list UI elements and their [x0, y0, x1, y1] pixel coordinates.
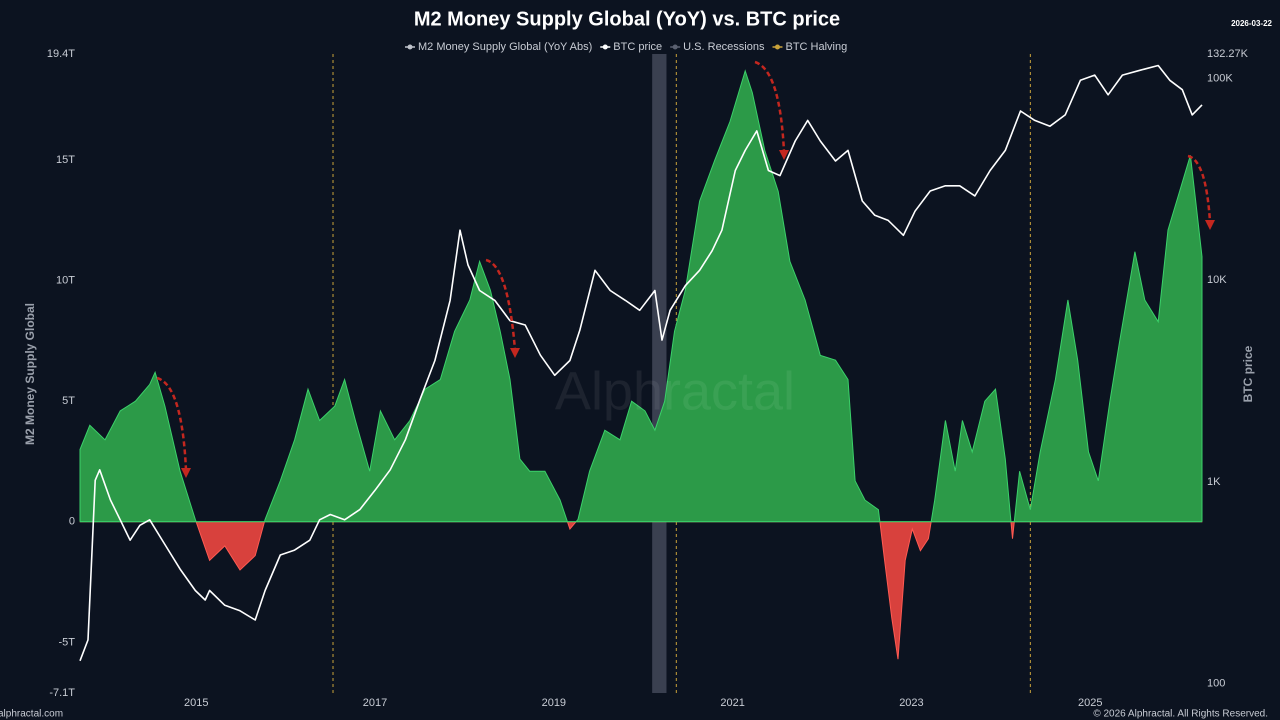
- x-tick-label: 2021: [720, 697, 744, 709]
- legend-label: BTC price: [613, 41, 662, 53]
- y-tick-label: 19.4T: [47, 48, 75, 60]
- annotations: [156, 60, 1212, 471]
- y-tick-label: 10T: [56, 275, 75, 287]
- x-tick-label: 2025: [1078, 697, 1102, 709]
- legend: M2 Money Supply Global (YoY Abs) BTC pric…: [405, 41, 847, 53]
- legend-label: M2 Money Supply Global (YoY Abs): [418, 41, 592, 53]
- chart-title: M2 Money Supply Global (YoY) vs. BTC pri…: [414, 8, 840, 30]
- arrow-head: [1205, 220, 1215, 230]
- y-tick-label: -7.1T: [49, 687, 75, 699]
- legend-label: BTC Halving: [785, 41, 847, 53]
- legend-marker: [672, 44, 678, 50]
- y2-axis-title: BTC price: [1241, 345, 1255, 402]
- date: 2026-03-22: [1231, 19, 1272, 28]
- watermark: Alphractal: [555, 361, 795, 421]
- arrow: [754, 60, 786, 153]
- arrow-head: [510, 348, 520, 358]
- btc-line: [79, 64, 1203, 662]
- source: alphractal.com: [0, 709, 63, 720]
- x-tick-label: 2015: [184, 697, 208, 709]
- x-tick-label: 2017: [363, 697, 387, 709]
- arrow-head: [181, 468, 191, 478]
- arrow: [1187, 154, 1212, 223]
- y-tick-label: 0: [69, 516, 75, 528]
- y2-tick-label: 100K: [1207, 72, 1233, 84]
- y2-tick-label: 1K: [1207, 476, 1221, 488]
- y2-tick-label: 100: [1207, 678, 1225, 690]
- y-axis-title: M2 Money Supply Global: [23, 303, 37, 445]
- y-tick-label: -5T: [59, 636, 76, 648]
- y-tick-label: 15T: [56, 154, 75, 166]
- legend-label: U.S. Recessions: [683, 41, 765, 53]
- area-layer: [79, 69, 1203, 660]
- footer: © 2026 Alphractal. All Rights Reserved.: [1093, 709, 1268, 720]
- y2-tick-label: 10K: [1207, 274, 1227, 286]
- m2-area-positive: [79, 69, 1203, 522]
- line-layer: [79, 64, 1203, 662]
- legend-marker: [407, 44, 413, 50]
- legend-marker: [602, 44, 608, 50]
- arrow: [485, 258, 517, 351]
- x-tick-label: 2023: [899, 697, 923, 709]
- y2-tick-label: 132.27K: [1207, 48, 1249, 60]
- arrow-heads: [181, 150, 1215, 478]
- arrow: [156, 376, 188, 471]
- recession-band: [652, 54, 667, 693]
- x-tick-label: 2019: [542, 697, 566, 709]
- legend-marker: [774, 44, 780, 50]
- arrow-head: [779, 150, 789, 160]
- y-tick-label: 5T: [62, 395, 75, 407]
